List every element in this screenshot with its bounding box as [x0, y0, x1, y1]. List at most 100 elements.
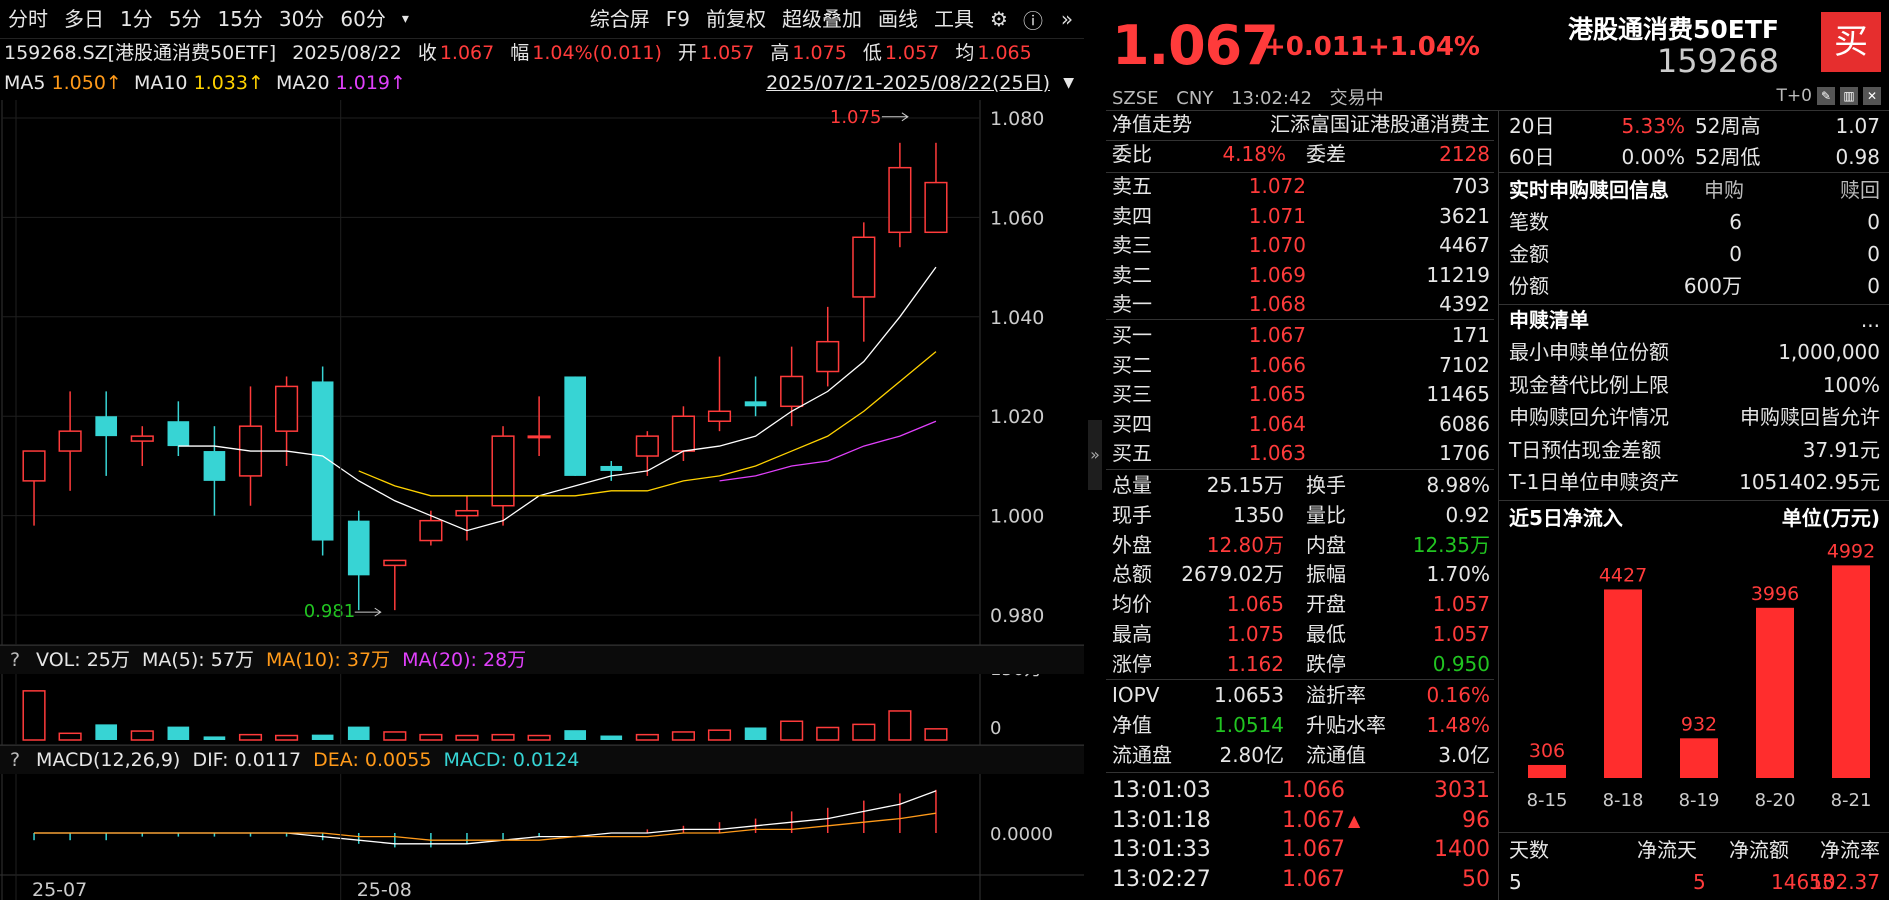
candle-body [455, 509, 479, 517]
help-icon[interactable]: ⓘ [1023, 8, 1043, 33]
stat-row: 均价 1.065 开盘 1.057 [1112, 590, 1496, 619]
redeem-value: 0 [1867, 242, 1880, 266]
book-level[interactable]: 卖二 1.069 11219 [1112, 261, 1496, 290]
volume-bar [744, 727, 767, 740]
volume-bar [707, 729, 732, 741]
stat-value: 0.16% [1426, 683, 1490, 707]
level-label: 买一 [1112, 323, 1152, 347]
book-level[interactable]: 买三 1.065 11465 [1112, 380, 1496, 409]
macd-value: 0.0124 [512, 749, 580, 771]
volume-help-icon[interactable]: ? [9, 649, 21, 671]
high-label: 高 [770, 42, 790, 64]
candle-body [888, 166, 912, 234]
chart-icon[interactable]: ▥ [1840, 87, 1858, 105]
book-level[interactable]: 卖五 1.072 703 [1112, 172, 1496, 201]
dea-label: DEA: [313, 749, 359, 771]
candle-body [816, 340, 840, 373]
tool-super-overlay[interactable]: 超级叠加 [782, 7, 862, 31]
t0-indicator: T+0 ✎ ▥ ✕ [1777, 86, 1881, 106]
stat-row: IOPV 1.0653 溢折率 0.16% [1112, 681, 1496, 710]
period-tab-5min[interactable]: 5分 [168, 7, 202, 31]
inflow-value-label: 932 [1681, 713, 1717, 735]
level-price: 1.069 [1248, 262, 1306, 287]
book-level[interactable]: 卖四 1.071 3621 [1112, 202, 1496, 231]
period-tab-1min[interactable]: 1分 [120, 7, 153, 31]
book-level[interactable]: 买四 1.064 6086 [1112, 410, 1496, 439]
volume-bar [95, 724, 118, 740]
stat-value: 1.162 [1226, 651, 1284, 676]
open-value: 1.057 [699, 42, 755, 64]
candle-body [564, 376, 587, 476]
etf-info-panel: 20日 5.33% 52周高 1.07 60日 0.00% 52周低 0.98 实时申购赎回信… [1498, 110, 1889, 900]
period-tab-intraday[interactable]: 分时 [8, 7, 48, 31]
close-icon[interactable]: ✕ [1863, 87, 1881, 105]
gear-icon[interactable]: ⚙ [990, 7, 1008, 31]
book-level[interactable]: 买二 1.066 7102 [1112, 351, 1496, 380]
date-axis-label: 25-08 [357, 879, 412, 900]
list-title: 申赎清单 [1509, 308, 1589, 332]
vol-label: VOL: [36, 649, 81, 671]
candle-body [419, 519, 443, 542]
stat-row: 总量 25.15万 换手 8.98% [1112, 471, 1496, 500]
volume-bar [816, 726, 840, 741]
level-label: 买三 [1112, 382, 1152, 406]
period-tab-60min[interactable]: 60分 [340, 7, 386, 31]
level-label: 卖三 [1112, 233, 1152, 257]
edit-icon[interactable]: ✎ [1817, 87, 1835, 105]
date-range-selector[interactable]: 2025/07/21-2025/08/22(25日) [766, 72, 1050, 94]
stat-label: 现手 [1112, 502, 1152, 527]
tool-tools[interactable]: 工具 [934, 7, 974, 31]
macd-help-icon[interactable]: ? [9, 749, 21, 771]
candle-body [635, 435, 659, 457]
level-volume: 11219 [1426, 262, 1490, 287]
t0-label: T+0 [1776, 86, 1812, 106]
book-level[interactable]: 买五 1.063 1706 [1112, 439, 1496, 468]
collapse-panel-toggle[interactable]: » [1088, 420, 1102, 490]
stat-value: 8.98% [1426, 473, 1490, 497]
max-price-label: 1.075 [830, 107, 882, 128]
level-volume: 4392 [1439, 292, 1490, 316]
level-volume: 1706 [1439, 441, 1490, 465]
level-volume: 171 [1451, 323, 1490, 347]
ma20-line [719, 420, 937, 482]
period-tab-30min[interactable]: 30分 [278, 7, 325, 31]
close-label: 收 [417, 42, 437, 64]
inflow-rate-value: 102.37 [1810, 870, 1880, 894]
more-button[interactable]: ... [1860, 308, 1880, 332]
tool-forward-adjust[interactable]: 前复权 [706, 7, 766, 31]
inflow-date-label: 8-20 [1755, 790, 1796, 808]
period-tab-multiday[interactable]: 多日 [64, 7, 104, 31]
stat-row: 最高 1.075 最低 1.057 [1112, 620, 1496, 649]
stat-label: 开盘 [1306, 592, 1346, 617]
expand-right-icon[interactable]: » [1060, 7, 1074, 31]
perf-row: 20日 5.33% 52周高 1.07 [1499, 110, 1889, 142]
tool-composite-screen[interactable]: 综合屏 [589, 7, 650, 31]
time-label: 13:02:42 [1231, 88, 1312, 109]
book-level[interactable]: 买一 1.067 171 [1112, 321, 1496, 350]
stat-value: 25.15万 [1206, 473, 1284, 497]
days-header: 天数 [1509, 838, 1549, 862]
weibi-label: 委比 [1112, 142, 1152, 166]
tool-f9[interactable]: F9 [665, 7, 690, 31]
max-arrow-icon [881, 112, 909, 122]
tool-draw-line[interactable]: 画线 [878, 7, 918, 31]
dropdown-triangle-icon[interactable]: ▾ [401, 11, 409, 27]
tick-time: 13:02:27 [1112, 866, 1211, 892]
perf-value: 0.00% [1621, 145, 1685, 169]
period-tab-15min[interactable]: 15分 [217, 7, 263, 31]
kline-chart[interactable]: 1.080 1.060 1.040 1.020 1.000 0.980 1.075 0.981… [0, 100, 1084, 900]
quote-info-line: 159268.SZ[港股通消费50ETF] 2025/08/22 收 1.067 … [4, 38, 1042, 68]
level-label: 卖二 [1112, 262, 1152, 287]
macd-axis-label: 0.0000 [990, 824, 1053, 845]
weibi-row: 委比 4.18% 委差 2128 [1112, 140, 1496, 169]
range-dropdown-icon[interactable]: ▼ [1063, 75, 1074, 91]
stat-row: 总额 2679.02万 振幅 1.70% [1112, 560, 1496, 589]
book-level[interactable]: 卖三 1.070 4467 [1112, 231, 1496, 260]
currency-label: CNY [1176, 88, 1214, 109]
buy-button[interactable]: 买 [1821, 12, 1881, 72]
book-level[interactable]: 卖一 1.068 4392 [1112, 290, 1496, 319]
dif-label: DIF: [192, 749, 229, 771]
level-label: 买二 [1112, 352, 1152, 377]
nav-trend-row[interactable]: 净值走势 汇添富国证港股通消费主 [1112, 110, 1496, 139]
stat-row: 现手 1350 量比 0.92 [1112, 501, 1496, 530]
